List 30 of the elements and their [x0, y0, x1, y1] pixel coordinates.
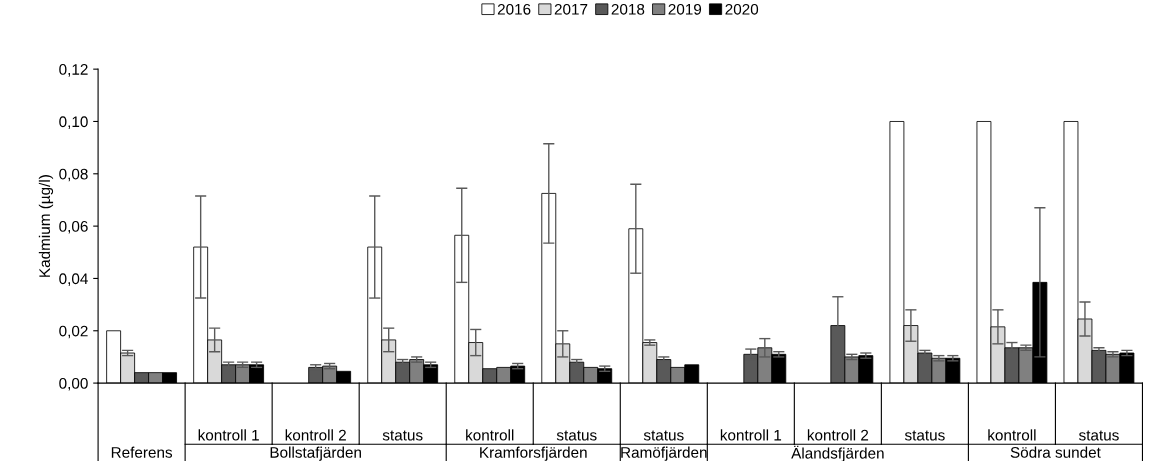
- y-tick-label: 0,06: [59, 220, 88, 234]
- x-tick-label: status: [382, 430, 423, 441]
- y-tick-label: 0,04: [59, 273, 88, 286]
- y-tick-label: 0,02: [59, 325, 88, 339]
- text: Kramforsfjärden: [480, 446, 587, 461]
- x-tick-label: kontroll 2: [807, 429, 869, 441]
- text: Södra sundet: [1010, 446, 1101, 458]
- text: Älandsfjärden: [791, 445, 884, 461]
- legend-label: 2018: [611, 3, 645, 15]
- x-tick-label: status: [556, 430, 597, 441]
- legend-label: 2017: [554, 3, 588, 15]
- x-tick-label: kontroll: [988, 429, 1036, 441]
- legend-label: 2020: [725, 3, 759, 15]
- legend-label: 2019: [668, 3, 702, 15]
- y-tick-label: 0,00: [59, 377, 88, 391]
- x-tick-label: status: [1078, 430, 1119, 441]
- legend-label: 2016: [497, 3, 531, 15]
- x-tick-label: kontroll 1: [198, 429, 259, 441]
- text: Referens: [111, 446, 173, 458]
- text: Bollstafjärden: [270, 446, 361, 461]
- x-tick-label: kontroll 1: [720, 429, 782, 441]
- x-tick-label: status: [904, 430, 945, 441]
- y-axis-title: Kadmium (µg/l): [38, 175, 54, 277]
- x-tick-label: status: [643, 430, 684, 441]
- text: Ramöfjärden: [621, 446, 707, 461]
- x-tick-label: kontroll 2: [285, 429, 346, 441]
- y-tick-label: 0,12: [59, 64, 88, 77]
- y-tick-label: 0,10: [59, 116, 88, 129]
- x-tick-label: kontroll: [466, 429, 514, 441]
- y-tick-label: 0,08: [59, 168, 88, 182]
